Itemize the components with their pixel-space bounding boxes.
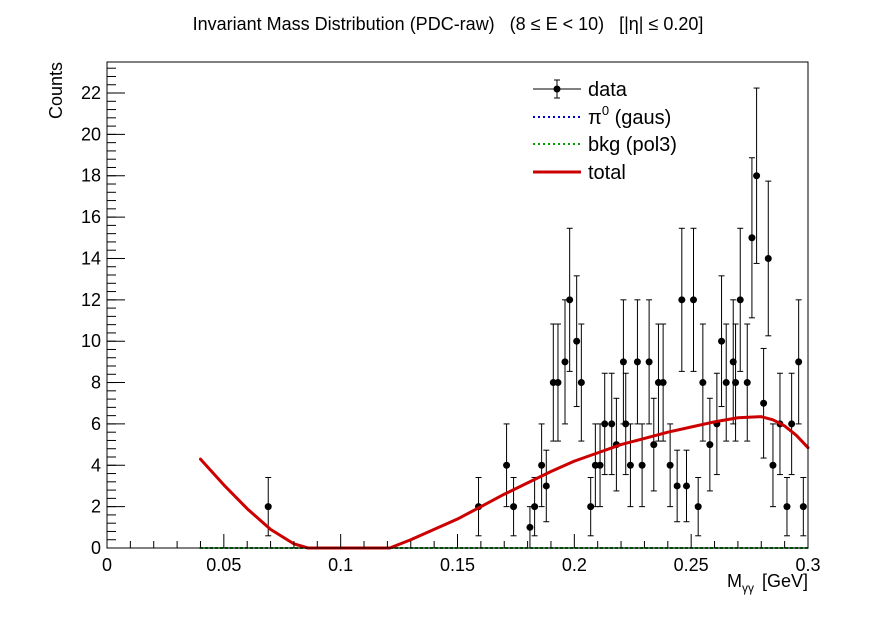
x-axis-label-main: M	[727, 571, 742, 591]
y-tick-label: 16	[81, 207, 101, 227]
data-point	[538, 461, 546, 469]
data-point	[573, 337, 581, 345]
data-point	[264, 503, 272, 511]
legend-entry-data: data	[533, 79, 628, 101]
legend-label-pi0: π0 (gaus)	[588, 103, 671, 129]
y-tick-label: 4	[91, 455, 101, 475]
data-point	[788, 420, 796, 428]
x-tick-label: 0	[102, 555, 112, 575]
y-tick-label: 12	[81, 290, 101, 310]
data-point	[542, 482, 550, 490]
data-point	[764, 254, 772, 262]
data-point	[633, 358, 641, 366]
data-point	[608, 420, 616, 428]
data-point	[690, 296, 698, 304]
data-point	[531, 503, 539, 511]
data-point	[736, 296, 744, 304]
legend-pi0-rest: (gaus)	[609, 107, 671, 129]
legend-label-data: data	[588, 79, 628, 101]
legend-label-bkg: bkg (pol3)	[588, 134, 677, 156]
legend-entry-total: total	[533, 162, 626, 184]
data-point	[799, 503, 807, 511]
data-point	[601, 420, 609, 428]
plot-frame	[106, 61, 809, 549]
x-tick-label: 0.05	[206, 555, 241, 575]
x-axis-label-unit: [GeV]	[762, 571, 808, 591]
x-tick-label: 0.3	[795, 555, 820, 575]
y-tick-label: 22	[81, 83, 101, 103]
legend-pi0-symbol: π	[588, 107, 602, 129]
legend-entry-bkg: bkg (pol3)	[533, 134, 677, 156]
data-point	[503, 461, 511, 469]
data-point	[619, 358, 627, 366]
axis-layer: 0 0.05 0.1 0.15 0.2 0.25 0.3 0 2 4 6 8 10 12 14 16 18 20 2…	[81, 67, 821, 575]
data-point	[554, 379, 562, 387]
data-point	[673, 482, 681, 490]
y-tick-label: 14	[81, 248, 101, 268]
data-point	[645, 358, 653, 366]
data-point	[566, 296, 574, 304]
data-point	[795, 358, 803, 366]
data-point	[783, 503, 791, 511]
data-point	[650, 441, 658, 449]
x-tick-label: 0.1	[328, 555, 353, 575]
data-point	[694, 503, 702, 511]
data-point	[682, 482, 690, 490]
data-point	[666, 461, 674, 469]
data-point	[577, 379, 585, 387]
curve-total	[198, 415, 810, 550]
y-tick-label: 2	[91, 497, 101, 517]
data-point	[678, 296, 686, 304]
y-tick-label: 10	[81, 331, 101, 351]
legend-pi0-superscript: 0	[602, 103, 609, 118]
y-tick-label: 8	[91, 373, 101, 393]
y-axis-label: Counts	[46, 62, 66, 119]
data-point	[561, 358, 569, 366]
y-tick-label: 6	[91, 414, 101, 434]
x-axis-label: Mγγ [GeV]	[727, 571, 808, 595]
x-axis-label-sub: γγ	[742, 581, 754, 595]
data-point	[626, 461, 634, 469]
data-point	[743, 379, 751, 387]
legend-label-total: total	[588, 162, 626, 184]
data-point	[748, 234, 756, 242]
data-point	[699, 379, 707, 387]
legend-data-marker	[553, 85, 561, 93]
x-tick-label: 0.2	[562, 555, 587, 575]
data-point	[732, 379, 740, 387]
legend-entry-pi0: π0 (gaus)	[533, 103, 671, 129]
legend: data π0 (gaus) bkg (pol3) total	[533, 79, 677, 184]
data-point	[753, 172, 761, 180]
data-point	[706, 441, 714, 449]
data-point	[596, 461, 604, 469]
y-tick-label: 18	[81, 166, 101, 186]
data-point	[638, 461, 646, 469]
chart-title: Invariant Mass Distribution (PDC-raw) (8…	[193, 14, 704, 34]
x-tick-label: 0.15	[440, 555, 475, 575]
y-tick-label: 0	[91, 538, 101, 558]
data-point	[622, 420, 630, 428]
y-tick-label: 20	[81, 124, 101, 144]
data-point	[769, 461, 777, 469]
data-point	[587, 503, 595, 511]
data-point	[722, 379, 730, 387]
data-point	[760, 399, 768, 407]
data-point	[526, 523, 534, 531]
data-point	[718, 337, 726, 345]
series-layer	[198, 87, 810, 550]
data-point	[659, 379, 667, 387]
data-point	[510, 503, 518, 511]
data-point	[729, 358, 737, 366]
x-tick-label: 0.25	[674, 555, 709, 575]
